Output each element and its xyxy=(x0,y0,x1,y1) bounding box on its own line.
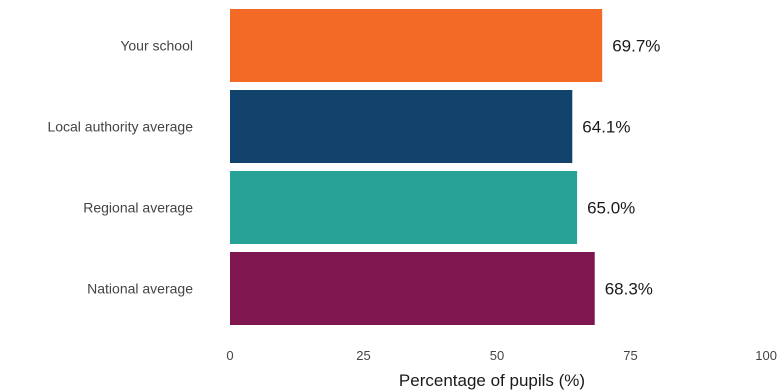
bar xyxy=(230,9,603,82)
bar xyxy=(230,90,573,163)
category-label: Your school xyxy=(120,38,193,54)
x-tick-label: 75 xyxy=(623,348,637,363)
value-label: 69.7% xyxy=(612,37,660,56)
category-label: Regional average xyxy=(83,200,193,216)
bar xyxy=(230,171,578,244)
bar xyxy=(230,252,595,325)
value-label: 68.3% xyxy=(605,280,653,299)
x-tick-label: 0 xyxy=(226,348,233,363)
x-tick-label: 25 xyxy=(356,348,370,363)
bars-group xyxy=(230,9,603,325)
value-label: 65.0% xyxy=(587,199,635,218)
x-axis-title: Percentage of pupils (%) xyxy=(399,371,585,390)
x-tick-label: 50 xyxy=(490,348,504,363)
value-labels-group: 69.7% 64.1% 65.0% 68.3% xyxy=(582,37,660,299)
value-label: 64.1% xyxy=(582,118,630,137)
category-label: Local authority average xyxy=(47,119,193,135)
category-label: National average xyxy=(87,281,193,297)
category-labels-group: Your school Local authority average Region… xyxy=(47,38,193,297)
x-tick-labels-group: 0 25 50 75 100 xyxy=(226,348,777,363)
x-tick-label: 100 xyxy=(755,348,777,363)
